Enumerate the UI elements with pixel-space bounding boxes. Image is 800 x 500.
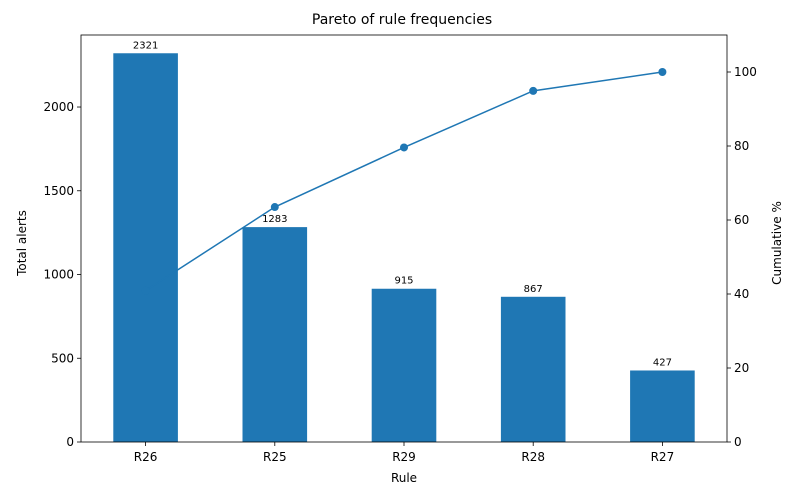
y-tick-label: 0: [66, 435, 74, 449]
x-tick-label-r28: R28: [521, 450, 545, 464]
y-tick-label: 2000: [43, 100, 74, 114]
data-label-r28: 867: [524, 284, 543, 295]
cumulative-point-r29: [400, 143, 408, 152]
x-tick-label-r29: R29: [392, 450, 416, 464]
data-label-r29: 915: [394, 276, 413, 287]
bar-r25: [242, 227, 308, 442]
cumulative-point-r25: [270, 203, 279, 212]
x-tick-label-r27: R27: [651, 450, 675, 464]
cumulative-point-r27: [658, 68, 667, 76]
data-label-r27: 427: [653, 357, 672, 368]
bar-r27: [630, 370, 695, 442]
y2-tick-label: 20: [734, 361, 749, 375]
y-tick-label: 1500: [43, 184, 74, 198]
data-label-r25: 1283: [262, 214, 287, 225]
y2-tick-label: 0: [734, 435, 742, 449]
data-label-r26: 2321: [133, 40, 158, 51]
x-axis-label: Rule: [391, 471, 417, 485]
x-tick-label-r26: R26: [134, 450, 158, 464]
chart-title: Pareto of rule frequencies: [312, 12, 492, 28]
y-tick-label: 500: [51, 351, 74, 365]
bar-r26: [113, 53, 178, 442]
bar-r29: [371, 288, 437, 442]
x-tick-label-r25: R25: [263, 450, 287, 464]
y2-tick-label: 80: [734, 139, 749, 153]
cumulative-point-r26: [141, 286, 150, 295]
y-axis-label: Total alerts: [15, 210, 29, 277]
cumulative-line: [145, 71, 663, 292]
y2-axis-label: Cumulative %: [770, 201, 784, 285]
y2-tick-label: 100: [734, 65, 757, 79]
y-tick-label: 1000: [43, 268, 74, 282]
cumulative-point-r28: [529, 86, 538, 95]
y2-tick-label: 60: [734, 213, 749, 227]
bar-r28: [500, 296, 566, 442]
y2-tick-label: 40: [734, 287, 749, 301]
